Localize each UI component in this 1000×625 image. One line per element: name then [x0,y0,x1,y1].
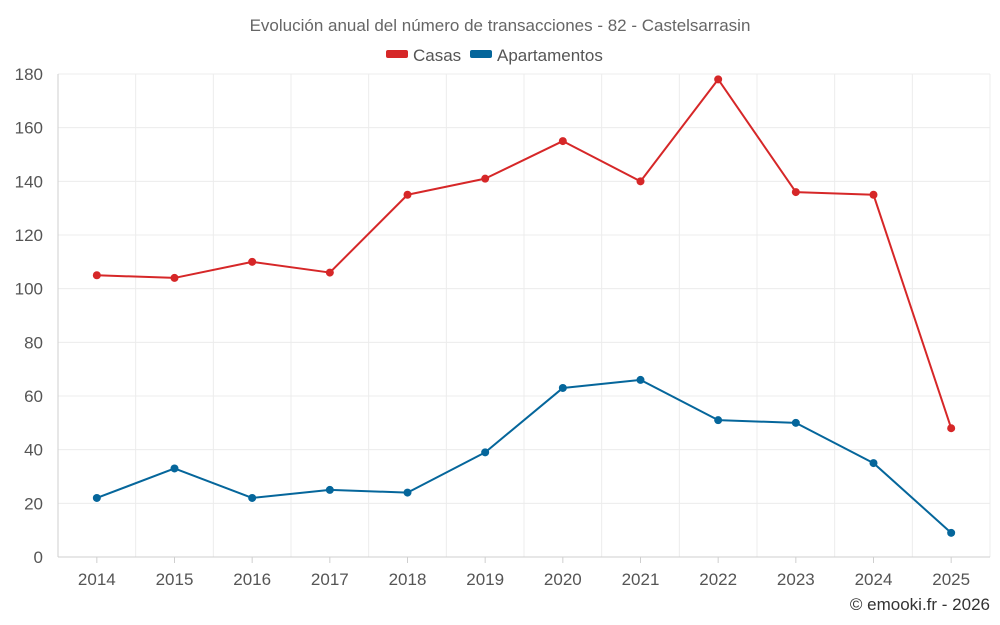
y-tick-label: 180 [15,65,43,84]
x-tick-label: 2020 [544,570,582,589]
x-tick-label: 2024 [855,570,893,589]
y-tick-label: 100 [15,280,43,299]
x-tick-label: 2017 [311,570,349,589]
x-tick-label: 2021 [622,570,660,589]
series [92,75,956,537]
y-tick-label: 40 [24,441,43,460]
x-tick-label: 2023 [777,570,815,589]
y-tick-label: 140 [15,172,43,191]
data-point-casas[interactable] [325,268,334,277]
axes: 0 20 40 60 80 100 120 140 160 180 2014 2015 2016 2017… [15,65,990,589]
y-tick-label: 80 [24,333,43,352]
x-tick-label: 2022 [699,570,737,589]
legend-swatch-casas [386,50,408,58]
y-tick-label: 20 [24,494,43,513]
legend-swatch-apartamentos [470,50,492,58]
data-point-casas[interactable] [403,190,412,199]
legend-item-casas[interactable]: Casas [386,46,461,65]
y-tick-label: 120 [15,226,43,245]
series-line-casas [96,78,953,429]
chart-title: Evolución anual del número de transaccio… [250,16,751,35]
x-tick-label: 2018 [389,570,427,589]
legend-label-casas: Casas [413,46,461,65]
series-line-apartamentos [96,378,952,534]
data-point-apartamentos[interactable] [403,488,412,497]
data-point-casas[interactable] [791,188,800,197]
gridlines [58,73,991,557]
data-point-apartamentos[interactable] [481,448,490,457]
data-point-casas[interactable] [92,271,101,280]
data-point-apartamentos[interactable] [714,416,723,425]
credit-text: © emooki.fr - 2026 [850,595,990,614]
data-point-apartamentos[interactable] [248,493,257,502]
data-point-casas[interactable] [170,273,179,282]
x-tick-label: 2016 [233,570,271,589]
legend-label-apartamentos: Apartamentos [497,46,603,65]
x-tick-label: 2014 [78,570,116,589]
x-tick-label: 2019 [466,570,504,589]
data-point-apartamentos[interactable] [636,375,645,384]
data-point-apartamentos[interactable] [791,418,800,427]
x-tick-label: 2015 [156,570,194,589]
data-point-casas[interactable] [714,75,723,84]
y-tick-label: 60 [24,387,43,406]
data-point-casas[interactable] [636,177,645,186]
data-point-casas[interactable] [869,190,878,199]
data-point-apartamentos[interactable] [869,459,878,468]
x-tick-label: 2025 [932,570,970,589]
data-point-apartamentos[interactable] [92,493,101,502]
legend: Casas Apartamentos [386,46,603,65]
data-point-casas[interactable] [558,137,567,146]
y-tick-label: 160 [15,119,43,138]
data-point-apartamentos[interactable] [558,383,567,392]
data-point-apartamentos[interactable] [325,485,334,494]
data-point-casas[interactable] [947,424,956,433]
data-point-casas[interactable] [248,257,257,266]
data-point-casas[interactable] [481,174,490,183]
data-point-apartamentos[interactable] [947,528,956,537]
data-point-apartamentos[interactable] [170,464,179,473]
legend-item-apartamentos[interactable]: Apartamentos [470,46,603,65]
y-tick-label: 0 [34,548,43,567]
